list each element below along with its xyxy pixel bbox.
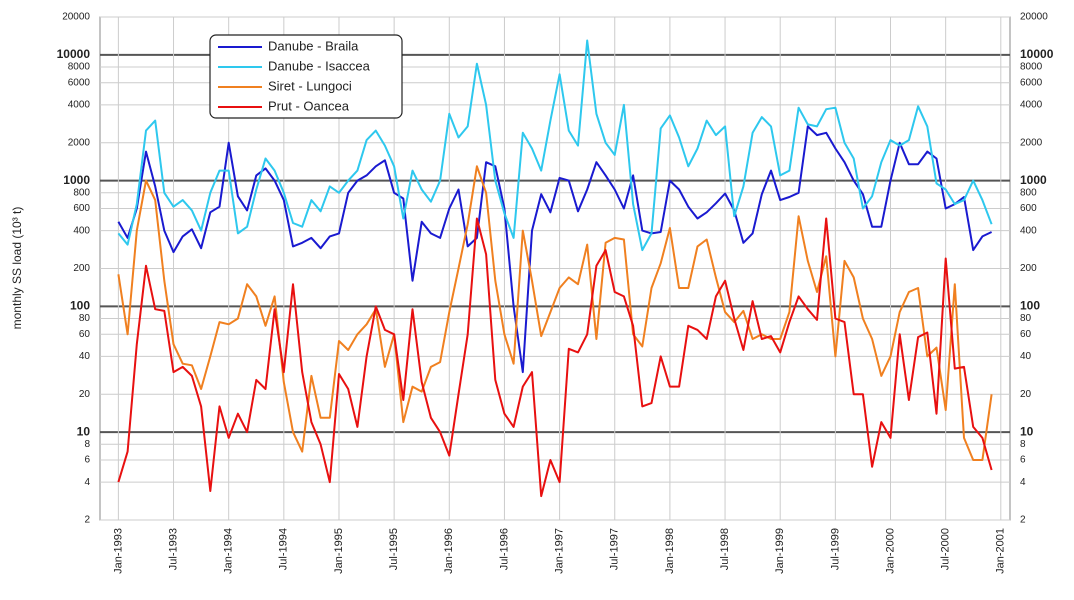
y2-tick-label: 10 bbox=[1020, 424, 1034, 438]
x-tick-label: Jul-1995 bbox=[388, 528, 400, 570]
y-tick-label: 4000 bbox=[68, 100, 91, 111]
x-tick-label: Jan-1998 bbox=[664, 528, 676, 574]
y2-tick-label: 4 bbox=[1020, 477, 1026, 488]
legend-label: Prut - Oancea bbox=[268, 98, 350, 113]
y-tick-label: 6 bbox=[84, 455, 90, 466]
x-tick-label: Jan-1996 bbox=[443, 528, 455, 574]
x-tick-label: Jan-1999 bbox=[774, 528, 786, 574]
series-line bbox=[117, 217, 993, 498]
y2-tick-label: 1000 bbox=[1020, 173, 1047, 187]
y-tick-label: 8000 bbox=[68, 62, 91, 73]
x-tick-label: Jul-1999 bbox=[829, 528, 841, 570]
legend-label: Danube - Isaccea bbox=[268, 58, 371, 73]
x-tick-label: Jan-1993 bbox=[112, 528, 124, 574]
y2-tick-label: 60 bbox=[1020, 329, 1032, 340]
x-tick-label: Jul-2000 bbox=[940, 528, 952, 570]
y2-tick-label: 2000 bbox=[1020, 137, 1043, 148]
y-tick-label: 10000 bbox=[57, 47, 91, 61]
y-tick-label: 2 bbox=[84, 515, 90, 526]
y-axis-label: monthly SS load (10³ t) bbox=[10, 207, 24, 330]
y-tick-label: 1000 bbox=[63, 173, 90, 187]
y-tick-label: 4 bbox=[84, 477, 90, 488]
y2-tick-label: 100 bbox=[1020, 299, 1040, 313]
legend-box bbox=[209, 34, 403, 119]
y2-tick-label: 200 bbox=[1020, 263, 1037, 274]
x-tick-label: Jan-1995 bbox=[333, 528, 345, 574]
y-tick-label: 8 bbox=[84, 439, 90, 450]
x-tick-label: Jul-1997 bbox=[609, 528, 621, 570]
x-tick-label: Jan-1994 bbox=[223, 528, 235, 574]
x-tick-label: Jul-1998 bbox=[719, 528, 731, 570]
x-tick-label: Jul-1993 bbox=[167, 528, 179, 570]
y2-tick-label: 8 bbox=[1020, 439, 1026, 450]
legend-label: Siret - Lungoci bbox=[268, 78, 352, 93]
y2-tick-label: 4000 bbox=[1020, 100, 1043, 111]
y2-tick-label: 800 bbox=[1020, 187, 1037, 198]
y-tick-label: 20000 bbox=[62, 12, 90, 23]
y-tick-label: 100 bbox=[70, 299, 90, 313]
legend-label: Danube - Braila bbox=[268, 38, 359, 53]
x-tick-label: Jan-2000 bbox=[884, 528, 896, 574]
y-tick-label: 800 bbox=[73, 187, 90, 198]
y2-tick-label: 6 bbox=[1020, 455, 1026, 466]
y-tick-label: 2000 bbox=[68, 137, 91, 148]
y-tick-label: 80 bbox=[79, 313, 91, 324]
x-tick-label: Jul-1994 bbox=[278, 528, 290, 570]
series-line bbox=[117, 39, 993, 252]
y2-tick-label: 600 bbox=[1020, 203, 1037, 214]
y2-tick-label: 20000 bbox=[1020, 12, 1048, 23]
x-tick-label: Jan-1997 bbox=[554, 528, 566, 574]
y2-tick-label: 400 bbox=[1020, 225, 1037, 236]
y2-tick-label: 10000 bbox=[1020, 47, 1054, 61]
x-tick-label: Jan-2001 bbox=[995, 528, 1007, 574]
y2-tick-label: 8000 bbox=[1020, 62, 1043, 73]
y-tick-label: 20 bbox=[79, 389, 91, 400]
y-tick-label: 6000 bbox=[68, 77, 91, 88]
x-tick-label: Jul-1996 bbox=[498, 528, 510, 570]
y-tick-label: 10 bbox=[77, 424, 91, 438]
y2-tick-label: 2 bbox=[1020, 515, 1026, 526]
y-tick-label: 60 bbox=[79, 329, 91, 340]
y2-tick-label: 6000 bbox=[1020, 77, 1043, 88]
y-tick-label: 600 bbox=[73, 203, 90, 214]
y-tick-label: 40 bbox=[79, 351, 91, 362]
y-tick-label: 200 bbox=[73, 263, 90, 274]
y2-tick-label: 40 bbox=[1020, 351, 1032, 362]
series-line bbox=[117, 165, 993, 461]
y2-tick-label: 20 bbox=[1020, 389, 1032, 400]
y2-tick-label: 80 bbox=[1020, 313, 1032, 324]
series-line bbox=[117, 125, 993, 374]
y-tick-label: 400 bbox=[73, 225, 90, 236]
